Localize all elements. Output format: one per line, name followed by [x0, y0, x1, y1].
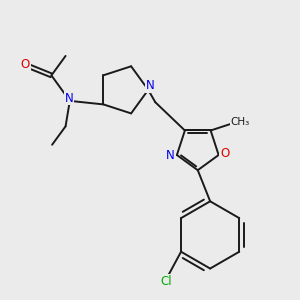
Text: O: O	[220, 147, 230, 160]
Text: N: N	[166, 148, 175, 161]
Text: Cl: Cl	[160, 274, 172, 288]
Text: N: N	[65, 92, 74, 104]
Text: CH₃: CH₃	[230, 117, 250, 127]
Text: O: O	[21, 58, 30, 70]
Text: N: N	[146, 79, 154, 92]
